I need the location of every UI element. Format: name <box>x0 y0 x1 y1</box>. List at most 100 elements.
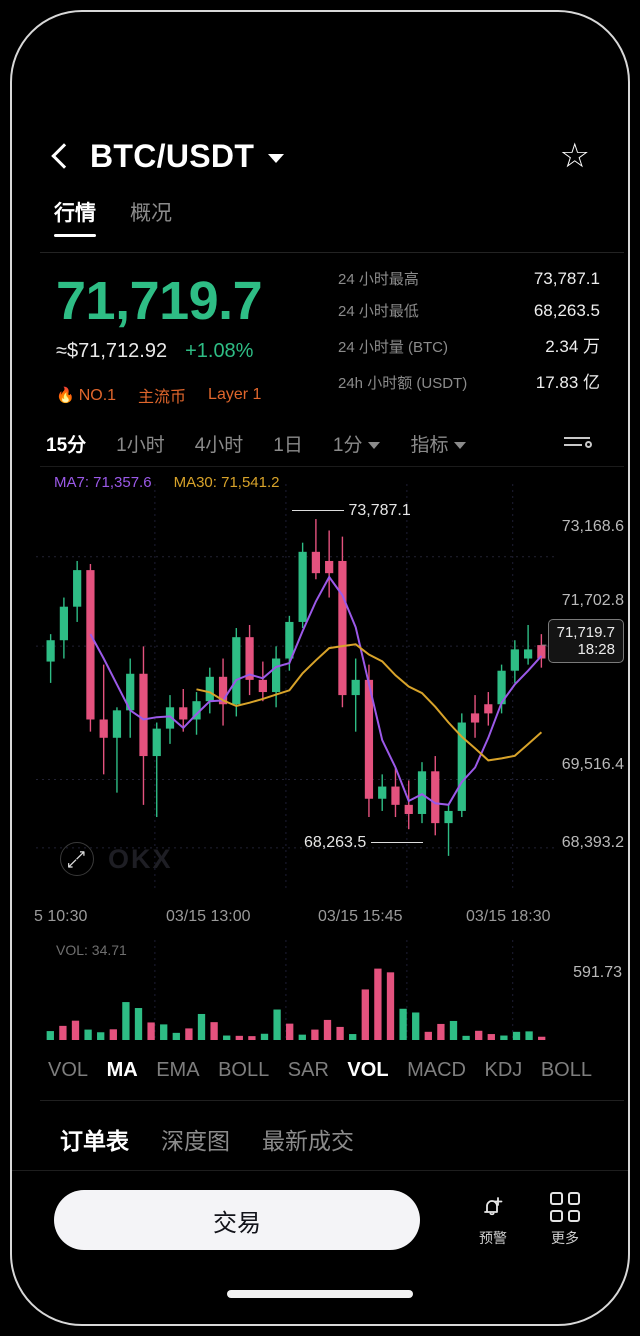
app-header: BTC/USDT ☆ <box>12 124 628 188</box>
current-price-value: 71,719.7 <box>556 624 615 642</box>
x-axis-label-3: 03/15 18:30 <box>466 908 551 925</box>
usd-price: ≈$71,712.92 <box>56 340 168 362</box>
tag-rank[interactable]: 🔥 NO.1 <box>56 386 116 405</box>
tab-overview[interactable]: 概况 <box>130 202 172 225</box>
y-axis-label-2: 69,516.4 <box>561 756 624 773</box>
timeframe-divider <box>40 466 624 467</box>
chart-gridlines <box>36 484 558 888</box>
ma30-line <box>196 643 543 762</box>
volume-bars-svg <box>46 940 546 1040</box>
high-annotation-value: 73,787.1 <box>348 502 411 519</box>
tag-rank-label: NO.1 <box>78 386 117 404</box>
x-axis-label-2: 03/15 15:45 <box>318 908 403 925</box>
timeframe-1h[interactable]: 1小时 <box>116 434 165 456</box>
y-axis-label-0: 73,168.6 <box>561 518 624 535</box>
indicator-row: VOL MA EMA BOLL SAR VOL MACD KDJ BOLL <box>12 1050 628 1090</box>
ma30-legend: MA30: 71,541.2 <box>173 474 280 491</box>
brand-watermark: OKX <box>108 843 173 874</box>
bottom-divider <box>12 1170 628 1171</box>
annotation-leader-line <box>292 510 344 512</box>
action-icons: 预警 更多 <box>478 1192 586 1248</box>
app-screen: BTC/USDT ☆ 行情 概况 71,719.7 ≈$71,712.92 +1… <box>12 12 628 1324</box>
back-icon[interactable] <box>50 139 72 173</box>
tag-layer1[interactable]: Layer 1 <box>208 386 262 403</box>
bottom-tab-bar: 订单表 深度图 最新成交 <box>12 1110 628 1168</box>
indicator-ema[interactable]: EMA <box>156 1058 200 1081</box>
expand-fullscreen-icon[interactable] <box>60 842 94 876</box>
timeframe-1d[interactable]: 1日 <box>273 434 303 456</box>
annotation-leader-line <box>370 842 423 844</box>
top-tab-bar: 行情 概况 <box>12 197 628 245</box>
price-chart[interactable]: MA7: 71,357.6 MA30: 71,541.2 73,168.6 71… <box>36 470 628 902</box>
chevron-down-icon[interactable] <box>268 154 285 163</box>
indicator-boll-1[interactable]: BOLL <box>218 1058 270 1081</box>
ma-legend: MA7: 71,357.6 MA30: 71,541.2 <box>54 474 280 491</box>
indicator-kdj[interactable]: KDJ <box>484 1058 523 1081</box>
volume-chart[interactable]: VOL: 34.71 591.73 <box>36 938 628 1046</box>
last-price: 71,719.7 <box>56 271 263 331</box>
favorite-star-icon[interactable]: ☆ <box>559 137 590 175</box>
tag-row: 🔥 NO.1 主流币 Layer 1 <box>56 383 262 407</box>
section-divider <box>40 1100 624 1101</box>
x-axis-label-0: 5 10:30 <box>34 908 88 925</box>
indicator-dropdown-label: 指标 <box>410 434 449 456</box>
x-axis-label-1: 03/15 13:00 <box>166 908 251 925</box>
timeframe-15m[interactable]: 15分 <box>46 434 87 456</box>
fire-icon: 🔥 <box>56 386 75 404</box>
y-axis-label-3: 68,393.2 <box>561 834 624 851</box>
current-price-badge: 71,719.7 18:28 <box>547 619 624 664</box>
stat-label: 24 小时最高 <box>338 271 419 288</box>
bell-plus-icon <box>478 1192 508 1222</box>
high-annotation: 73,787.1 <box>292 502 411 520</box>
low-annotation-value: 68,263.5 <box>304 834 367 851</box>
candlestick-series <box>46 519 546 856</box>
stat-row-high: 24 小时最高 73,787.1 <box>338 268 600 289</box>
timeframe-more-dropdown[interactable]: 1分 <box>333 430 381 457</box>
stat-row-turnover-usdt: 24h 小时额 (USDT) 17.83 亿 <box>338 368 600 393</box>
ma7-line <box>89 575 543 806</box>
caret-down-icon <box>368 441 381 449</box>
indicator-vol-1[interactable]: VOL <box>48 1058 89 1081</box>
stat-label: 24 小时最低 <box>338 303 419 320</box>
volume-gridlines <box>154 940 514 1040</box>
tag-mainstream[interactable]: 主流币 <box>138 389 187 406</box>
x-axis: 5 10:30 03/15 13:00 03/15 15:45 03/15 18… <box>32 908 628 934</box>
home-indicator <box>227 1290 413 1298</box>
indicator-boll-2[interactable]: BOLL <box>540 1058 592 1081</box>
stat-row-volume-btc: 24 小时量 (BTC) 2.34 万 <box>338 332 600 357</box>
stat-label: 24h 小时额 (USDT) <box>338 375 468 392</box>
header-divider <box>40 252 624 253</box>
indicator-dropdown[interactable]: 指标 <box>410 430 467 457</box>
stat-value: 2.34 万 <box>545 337 600 356</box>
timeframe-4h[interactable]: 4小时 <box>194 434 244 456</box>
stat-row-low: 24 小时最低 68,263.5 <box>338 300 600 321</box>
timeframe-bar: 15分 1小时 4小时 1日 1分 指标 <box>12 420 628 466</box>
tab-order-book[interactable]: 订单表 <box>60 1128 129 1154</box>
more-label: 更多 <box>551 1230 579 1246</box>
market-stats: 24 小时最高 73,787.1 24 小时最低 68,263.5 24 小时量… <box>338 268 600 404</box>
alert-label: 预警 <box>479 1230 507 1246</box>
price-block: 71,719.7 ≈$71,712.92 +1.08% 🔥 NO.1 主流币 La… <box>56 270 263 407</box>
tab-recent-trades[interactable]: 最新成交 <box>262 1128 354 1154</box>
stat-label: 24 小时量 (BTC) <box>338 339 449 356</box>
indicator-sar[interactable]: SAR <box>287 1058 329 1081</box>
page-title[interactable]: BTC/USDT <box>90 137 255 174</box>
ma7-legend: MA7: 71,357.6 <box>54 474 152 491</box>
chart-settings-icon[interactable] <box>564 431 594 455</box>
more-button[interactable]: 更多 <box>550 1192 580 1248</box>
indicator-macd[interactable]: MACD <box>407 1058 466 1081</box>
stat-value: 73,787.1 <box>533 269 600 288</box>
volume-bar-series <box>46 968 546 1040</box>
indicator-vol-2[interactable]: VOL <box>347 1058 389 1081</box>
indicator-ma[interactable]: MA <box>106 1058 138 1081</box>
alert-button[interactable]: 预警 <box>478 1192 508 1248</box>
change-percent: +1.08% <box>185 340 254 362</box>
tab-market[interactable]: 行情 <box>54 197 96 237</box>
grid-four-squares-icon <box>550 1192 580 1222</box>
trade-button[interactable]: 交易 <box>54 1190 420 1250</box>
tab-depth-chart[interactable]: 深度图 <box>161 1128 230 1154</box>
volume-legend: VOL: 34.71 <box>56 942 127 958</box>
caret-down-icon <box>454 441 467 449</box>
candlestick-svg <box>36 484 558 888</box>
stat-value: 17.83 亿 <box>535 373 600 392</box>
